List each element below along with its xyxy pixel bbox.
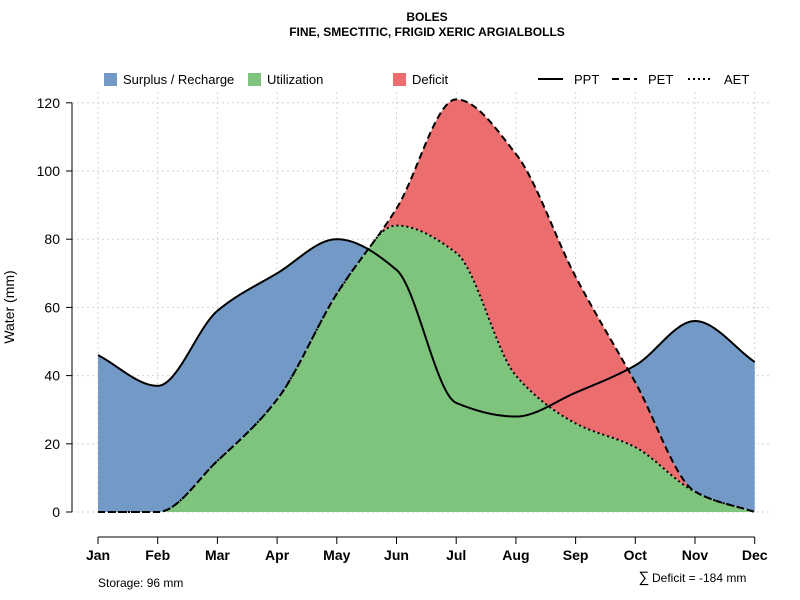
utilization-area	[98, 225, 755, 512]
x-tick-label-may: May	[323, 547, 350, 563]
legend-swatch-1	[248, 73, 261, 86]
chart-subtitle: FINE, SMECTITIC, FRIGID XERIC ARGIALBOLL…	[289, 25, 565, 39]
deficit-area	[98, 99, 755, 512]
storage-annotation: Storage: 96 mm	[98, 576, 183, 590]
x-tick-label-mar: Mar	[205, 547, 230, 563]
legend-label-2: Deficit	[412, 72, 449, 87]
surplus-recharge-area	[98, 99, 755, 512]
legend-label-pet: PET	[648, 72, 673, 87]
x-tick-label-sep: Sep	[563, 547, 589, 563]
x-tick-label-dec: Dec	[742, 547, 768, 563]
y-tick-label-1: 20	[44, 436, 60, 452]
ppt-line	[97, 238, 756, 418]
legend-label-0: Surplus / Recharge	[123, 72, 234, 87]
y-tick-label-2: 40	[44, 368, 60, 384]
area-layer	[98, 99, 755, 512]
legend-label-ppt: PPT	[574, 72, 599, 87]
legend: Surplus / Recharge Utilization Deficit PPT P…	[104, 72, 749, 87]
legend-label-aet: AET	[724, 72, 749, 87]
legend-swatch-2	[393, 73, 406, 86]
deficit-annotation: Deficit = -184 mm	[652, 571, 746, 585]
x-tick-label-apr: Apr	[265, 547, 290, 563]
y-axis-label: Water (mm)	[1, 270, 17, 343]
line-layer	[97, 98, 756, 513]
axes: 0 20 40 60 80 100 120 Jan Feb Mar Apr May Jun Jul Aug S…	[37, 95, 768, 563]
x-tick-label-aug: Aug	[502, 547, 529, 563]
chart-title: BOLES	[406, 10, 447, 24]
x-tick-label-oct: Oct	[624, 547, 648, 563]
legend-label-1: Utilization	[267, 72, 323, 87]
y-tick-label-3: 60	[44, 299, 60, 315]
y-tick-label-4: 80	[44, 231, 60, 247]
x-tick-label-jun: Jun	[384, 547, 409, 563]
aet-line	[98, 224, 756, 513]
x-tick-label-jan: Jan	[86, 547, 110, 563]
y-tick-label-6: 120	[37, 95, 61, 111]
sum-icon: ∑	[639, 569, 650, 586]
x-tick-label-nov: Nov	[682, 547, 709, 563]
y-tick-label-5: 100	[37, 163, 61, 179]
legend-swatch-0	[104, 73, 117, 86]
x-tick-label-feb: Feb	[145, 547, 170, 563]
y-tick-label-0: 0	[52, 504, 60, 520]
x-tick-label-jul: Jul	[446, 547, 466, 563]
aet-base-area	[98, 249, 755, 512]
